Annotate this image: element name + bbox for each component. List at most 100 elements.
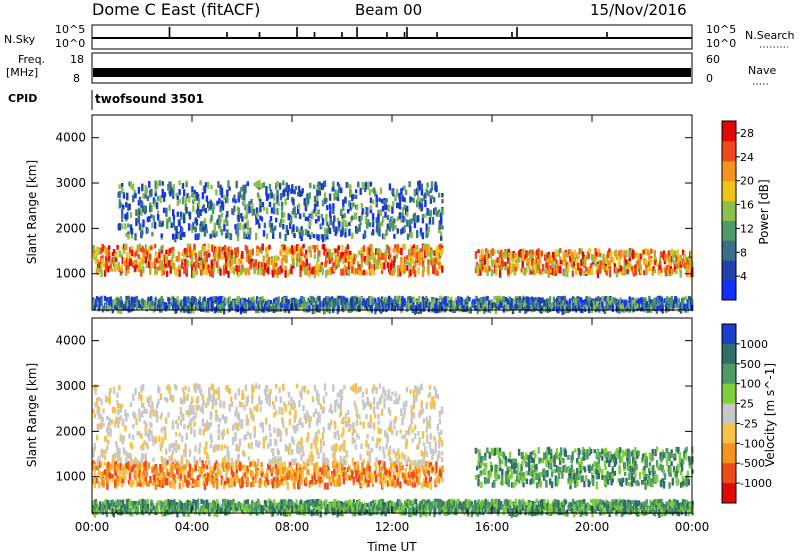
echo-cell [198,250,201,258]
echo-cell [625,300,628,307]
echo-cell [487,261,490,267]
freq-strip: Freq. [MHz] 18 8 60 0 Nave [6,52,776,85]
echo-cell [179,305,183,311]
echo-cell [340,209,343,217]
echo-cell [229,246,233,253]
echo-cell [187,460,190,468]
echo-cell [176,467,179,474]
echo-cell [108,420,111,427]
echo-cell [252,471,255,477]
echo-cell [546,303,550,309]
echo-cell [688,296,692,302]
echo-cell [104,449,108,455]
echo-cell [327,224,330,233]
echo-cell [401,465,404,471]
echo-cell [265,268,268,273]
echo-cell [155,202,159,210]
echo-cell [106,477,109,483]
echo-cell [275,306,278,313]
echo-cell [682,298,685,304]
colorbar-segment [722,160,736,182]
echo-cell [219,205,222,213]
echo-cell [185,267,188,274]
echo-cell [344,197,347,204]
beam-title: Beam 00 [355,1,422,19]
echo-cell [268,300,271,307]
echo-cell [176,266,179,272]
echo-cell [343,467,346,472]
echo-cell [429,210,433,216]
echo-cell [351,472,354,479]
echo-cell [163,192,167,197]
echo-cell [142,454,145,460]
echo-cell [138,243,141,251]
echo-cell [386,223,390,230]
echo-cell [546,265,549,274]
echo-cell [320,223,323,229]
echo-cell [394,248,397,255]
echo-cell [497,257,500,263]
echo-cell [225,299,228,304]
echo-cell [673,250,677,257]
echo-cell [557,249,560,257]
echo-cell [118,190,121,198]
echo-cell [483,259,487,265]
echo-cell [332,186,335,192]
echo-cell [187,480,190,486]
echo-cell [160,480,163,489]
echo-cell [514,303,518,309]
echo-cell [338,295,342,302]
echo-cell [255,232,258,241]
echo-cell [192,205,195,212]
echo-cell [410,218,413,224]
echo-cell [400,257,403,265]
echo-cell [203,301,206,308]
echo-cell [608,248,611,253]
echo-cell [174,234,177,243]
echo-cell [127,223,130,228]
echo-cell [641,298,644,306]
echo-cell [400,465,403,471]
echo-cell [121,223,124,230]
echo-cell [420,189,424,196]
echo-cell [533,306,536,312]
echo-cell [110,267,113,272]
echo-cell [193,189,196,195]
velocity-plot-area [92,383,694,518]
echo-cell [100,269,103,278]
echo-cell [499,301,502,308]
echo-cell [399,268,402,277]
echo-cell [122,204,125,210]
echo-cell [190,482,193,489]
echo-cell [219,217,222,224]
echo-cell [133,189,136,196]
echo-cell [386,245,389,250]
echo-cell [202,304,205,313]
echo-cell [385,249,388,255]
echo-cell [634,268,637,276]
echo-cell [131,245,134,251]
echo-cell [333,266,336,272]
echo-cell [179,211,183,217]
echo-cell [227,180,230,188]
echo-cell [124,304,127,310]
echo-cell [198,256,201,261]
echo-cell [322,306,326,315]
echo-cell [424,243,427,250]
echo-cell [312,297,315,303]
echo-cell [512,298,516,306]
echo-cell [355,189,358,194]
echo-cell [207,472,210,481]
echo-cell [279,306,283,312]
echo-cell [589,263,593,269]
echo-cell [236,251,239,257]
echo-cell [132,424,135,429]
echo-cell [248,201,251,208]
echo-cell [411,257,414,264]
echo-cell [129,453,133,461]
echo-cell [417,215,420,223]
echo-cell [204,264,207,270]
echo-cell [360,482,364,487]
echo-cell [424,469,427,476]
echo-cell [326,301,329,308]
